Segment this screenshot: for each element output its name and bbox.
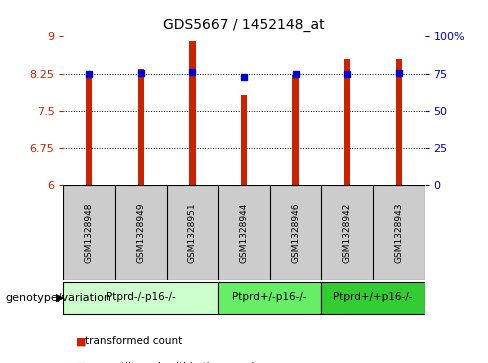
- Text: ■: ■: [76, 362, 86, 363]
- FancyBboxPatch shape: [63, 282, 218, 314]
- Bar: [344, 58, 350, 185]
- Bar: [241, 95, 247, 185]
- Text: GSM1328946: GSM1328946: [291, 202, 300, 262]
- Text: Ptprd+/-p16-/-: Ptprd+/-p16-/-: [232, 292, 307, 302]
- Text: GSM1328944: GSM1328944: [240, 202, 248, 262]
- Text: ■: ■: [76, 336, 86, 346]
- Text: GSM1328942: GSM1328942: [343, 202, 352, 262]
- Bar: [292, 76, 299, 185]
- FancyBboxPatch shape: [218, 282, 322, 314]
- Text: Ptprd-/-p16-/-: Ptprd-/-p16-/-: [106, 292, 176, 302]
- Text: GSM1328943: GSM1328943: [394, 202, 403, 262]
- Text: transformed count: transformed count: [85, 336, 183, 346]
- Text: genotype/variation: genotype/variation: [5, 293, 111, 303]
- Bar: [189, 41, 196, 185]
- Title: GDS5667 / 1452148_at: GDS5667 / 1452148_at: [163, 19, 325, 33]
- Text: GSM1328951: GSM1328951: [188, 202, 197, 263]
- FancyBboxPatch shape: [322, 282, 425, 314]
- FancyBboxPatch shape: [63, 185, 425, 280]
- Bar: [396, 58, 402, 185]
- Text: percentile rank within the sample: percentile rank within the sample: [85, 362, 261, 363]
- Bar: [86, 75, 92, 185]
- Text: GSM1328949: GSM1328949: [136, 202, 145, 262]
- Text: GSM1328948: GSM1328948: [85, 202, 94, 262]
- Text: Ptprd+/+p16-/-: Ptprd+/+p16-/-: [333, 292, 413, 302]
- Bar: [138, 69, 144, 185]
- Text: ▶: ▶: [56, 293, 64, 303]
